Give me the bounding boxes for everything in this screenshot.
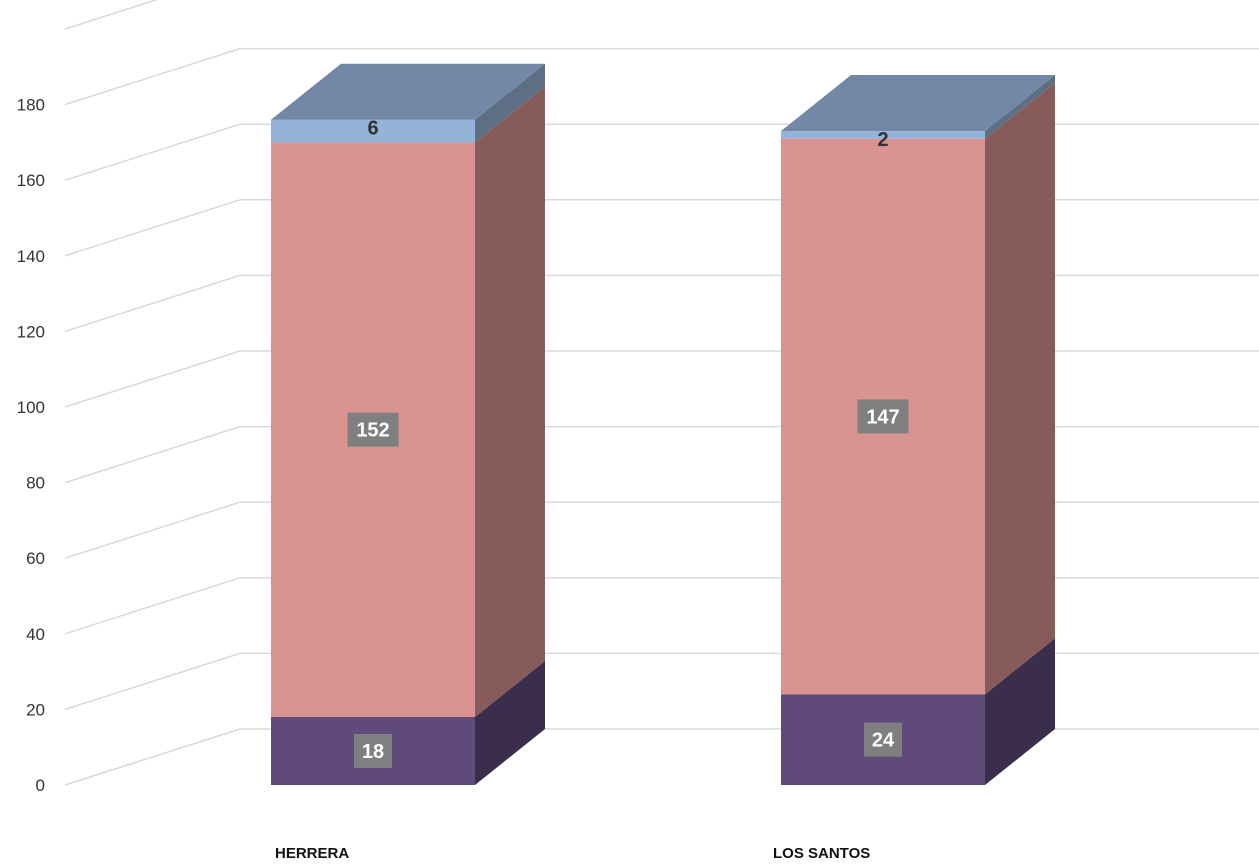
bar-side [475,660,545,785]
gridline-wall [64,350,241,408]
y-tick-label: 160 [17,171,45,190]
gridline-wall [64,199,241,257]
bar-top [271,63,545,120]
y-axis-ticks: 0 20 40 60 80 100 120 140 160 180 [17,96,45,795]
data-label: 147 [866,406,899,428]
gridline-wall [64,47,241,106]
x-axis-categories: HERRERA LOS SANTOS [275,845,870,862]
data-label-box [347,412,399,447]
gridline-wall [64,501,241,559]
gridline-wall [64,728,241,786]
gridline-wall [64,123,241,181]
bar-side [985,82,1055,695]
gridline-wall [64,425,241,484]
data-label: 152 [356,420,389,442]
data-label-box [864,722,902,757]
y-tick-label: 100 [17,398,45,417]
data-label-box [857,399,909,434]
bar-top [781,75,1055,132]
gridline-wall [64,652,241,711]
y-tick-label: 80 [26,474,45,493]
gridlines [64,0,1259,786]
y-tick-label: 120 [17,322,45,341]
data-labels: 18 152 6 24 147 2 [347,118,909,768]
gridline-wall [64,274,241,333]
bar-side [985,638,1055,785]
data-label: 24 [872,730,895,752]
gridline-wall [64,0,159,30]
data-label: 18 [362,741,384,763]
y-tick-label: 140 [17,247,45,266]
gridline-wall [64,577,241,635]
bar-side [475,86,545,717]
y-tick-label: 0 [36,776,45,795]
data-label: 6 [367,118,378,140]
bar-side [475,63,545,143]
y-tick-label: 60 [26,549,45,568]
data-label: 2 [877,129,888,151]
bar-side [985,75,1055,139]
x-category-label: LOS SANTOS [773,845,870,862]
y-tick-label: 20 [26,700,45,719]
data-label-box [354,733,392,768]
y-tick-label: 40 [26,625,45,644]
x-category-label: HERRERA [275,845,349,862]
y-tick-label: 180 [17,96,45,115]
bar-segment [271,119,475,143]
bar-segment [781,131,985,139]
